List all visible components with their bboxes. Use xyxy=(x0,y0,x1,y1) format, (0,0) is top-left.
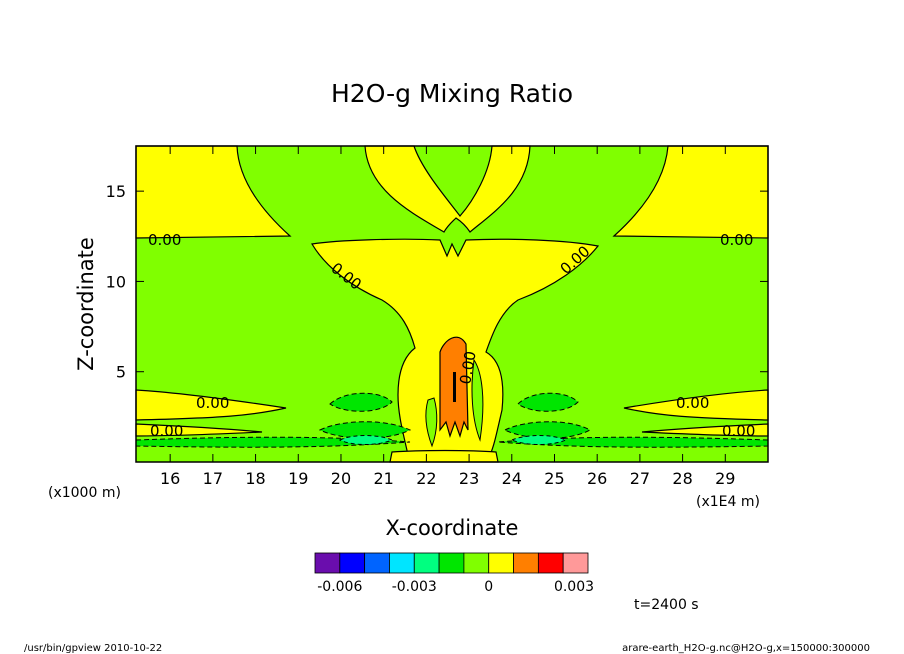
contour-fill-top-center xyxy=(364,145,531,233)
colorbar-swatch xyxy=(389,552,415,574)
negative-contours xyxy=(135,392,769,448)
contour-fill-low-left xyxy=(135,389,287,421)
x-tick-label: 29 xyxy=(715,469,735,488)
contour-label: 0.00 xyxy=(722,422,755,440)
colorbar-swatch xyxy=(488,552,514,574)
colorbar-tick-label: 0 xyxy=(484,579,493,595)
contour-label: 0.00 xyxy=(456,350,480,386)
contour-label: 0.00 xyxy=(148,231,181,249)
contour-label: 0.00 xyxy=(720,231,753,249)
colorbar-swatch xyxy=(438,552,465,574)
colorbar-swatch xyxy=(314,552,341,574)
contour-fill-top-right xyxy=(612,145,769,239)
negative-cores xyxy=(338,435,568,445)
colorbar-swatch xyxy=(364,552,390,574)
core-max-marker xyxy=(453,372,456,402)
contour-fill-updraft-edge-right xyxy=(471,358,484,442)
x-tick-label: 25 xyxy=(544,469,564,488)
contour-fill-band-left xyxy=(135,423,263,437)
colorbar-swatch xyxy=(413,552,440,574)
axes: 16 17 18 19 20 21 22 23 24 25 26 27 28 29 5 10 15 xyxy=(106,146,768,488)
chart-title: H2O-g Mixing Ratio xyxy=(331,79,573,108)
colorbar-swatch xyxy=(339,552,366,574)
footer-right: arare-earth_H2O-g.nc@H2O-g,x=150000:3000… xyxy=(622,643,870,654)
colorbar-tick-label: -0.006 xyxy=(317,579,362,595)
colorbar-swatch xyxy=(463,552,490,574)
contour-fill-band-right xyxy=(641,423,769,437)
x-tick-label: 26 xyxy=(587,469,607,488)
x-tick-label: 23 xyxy=(459,469,479,488)
contour-fill-surface xyxy=(389,449,499,463)
x-tick-label: 16 xyxy=(160,469,180,488)
x-tick-label: 21 xyxy=(373,469,393,488)
x-tick-label: 17 xyxy=(203,469,223,488)
x-unit-label: (x1E4 m) xyxy=(696,494,760,510)
y-tick-label: 10 xyxy=(106,272,126,291)
x-tick-label: 22 xyxy=(416,469,436,488)
colorbar-swatch xyxy=(513,552,539,574)
x-tick-label: 27 xyxy=(630,469,650,488)
x-tick-label: 20 xyxy=(331,469,351,488)
colorbar-swatch xyxy=(537,552,564,574)
colorbar-tick-label: 0.003 xyxy=(554,579,594,595)
contour-fill-top-left xyxy=(135,145,292,239)
contour-label: 0.00 xyxy=(196,394,229,412)
y-tick-label: 15 xyxy=(106,182,126,201)
x-tick-label: 28 xyxy=(672,469,692,488)
x-tick-label: 24 xyxy=(502,469,522,488)
y-axis-label: Z-coordinate xyxy=(74,237,98,371)
x-axis-label: X-coordinate xyxy=(386,516,519,540)
x-tick-label: 19 xyxy=(288,469,308,488)
plot-frame xyxy=(135,145,769,463)
y-unit-label: (x1000 m) xyxy=(48,485,121,501)
footer-left: /usr/bin/gpview 2010-10-22 xyxy=(24,643,162,654)
plot-area: 0.00 0.00 0.00 0.00 0.00 0.00 0.00 0.00 … xyxy=(135,145,769,463)
contour-label: 0.00 xyxy=(150,422,183,440)
y-tick-label: 5 xyxy=(116,363,126,382)
x-tick-label: 18 xyxy=(245,469,265,488)
colorbar-swatch xyxy=(562,552,589,574)
contour-fill-low-right xyxy=(623,389,769,421)
contour-fill-updraft-edge-left xyxy=(425,397,438,448)
colorbar: -0.006 -0.003 0 0.003 xyxy=(314,552,594,595)
colorbar-tick-label: -0.003 xyxy=(392,579,437,595)
contour-label: 0.00 xyxy=(676,394,709,412)
time-label: t=2400 s xyxy=(634,597,699,613)
